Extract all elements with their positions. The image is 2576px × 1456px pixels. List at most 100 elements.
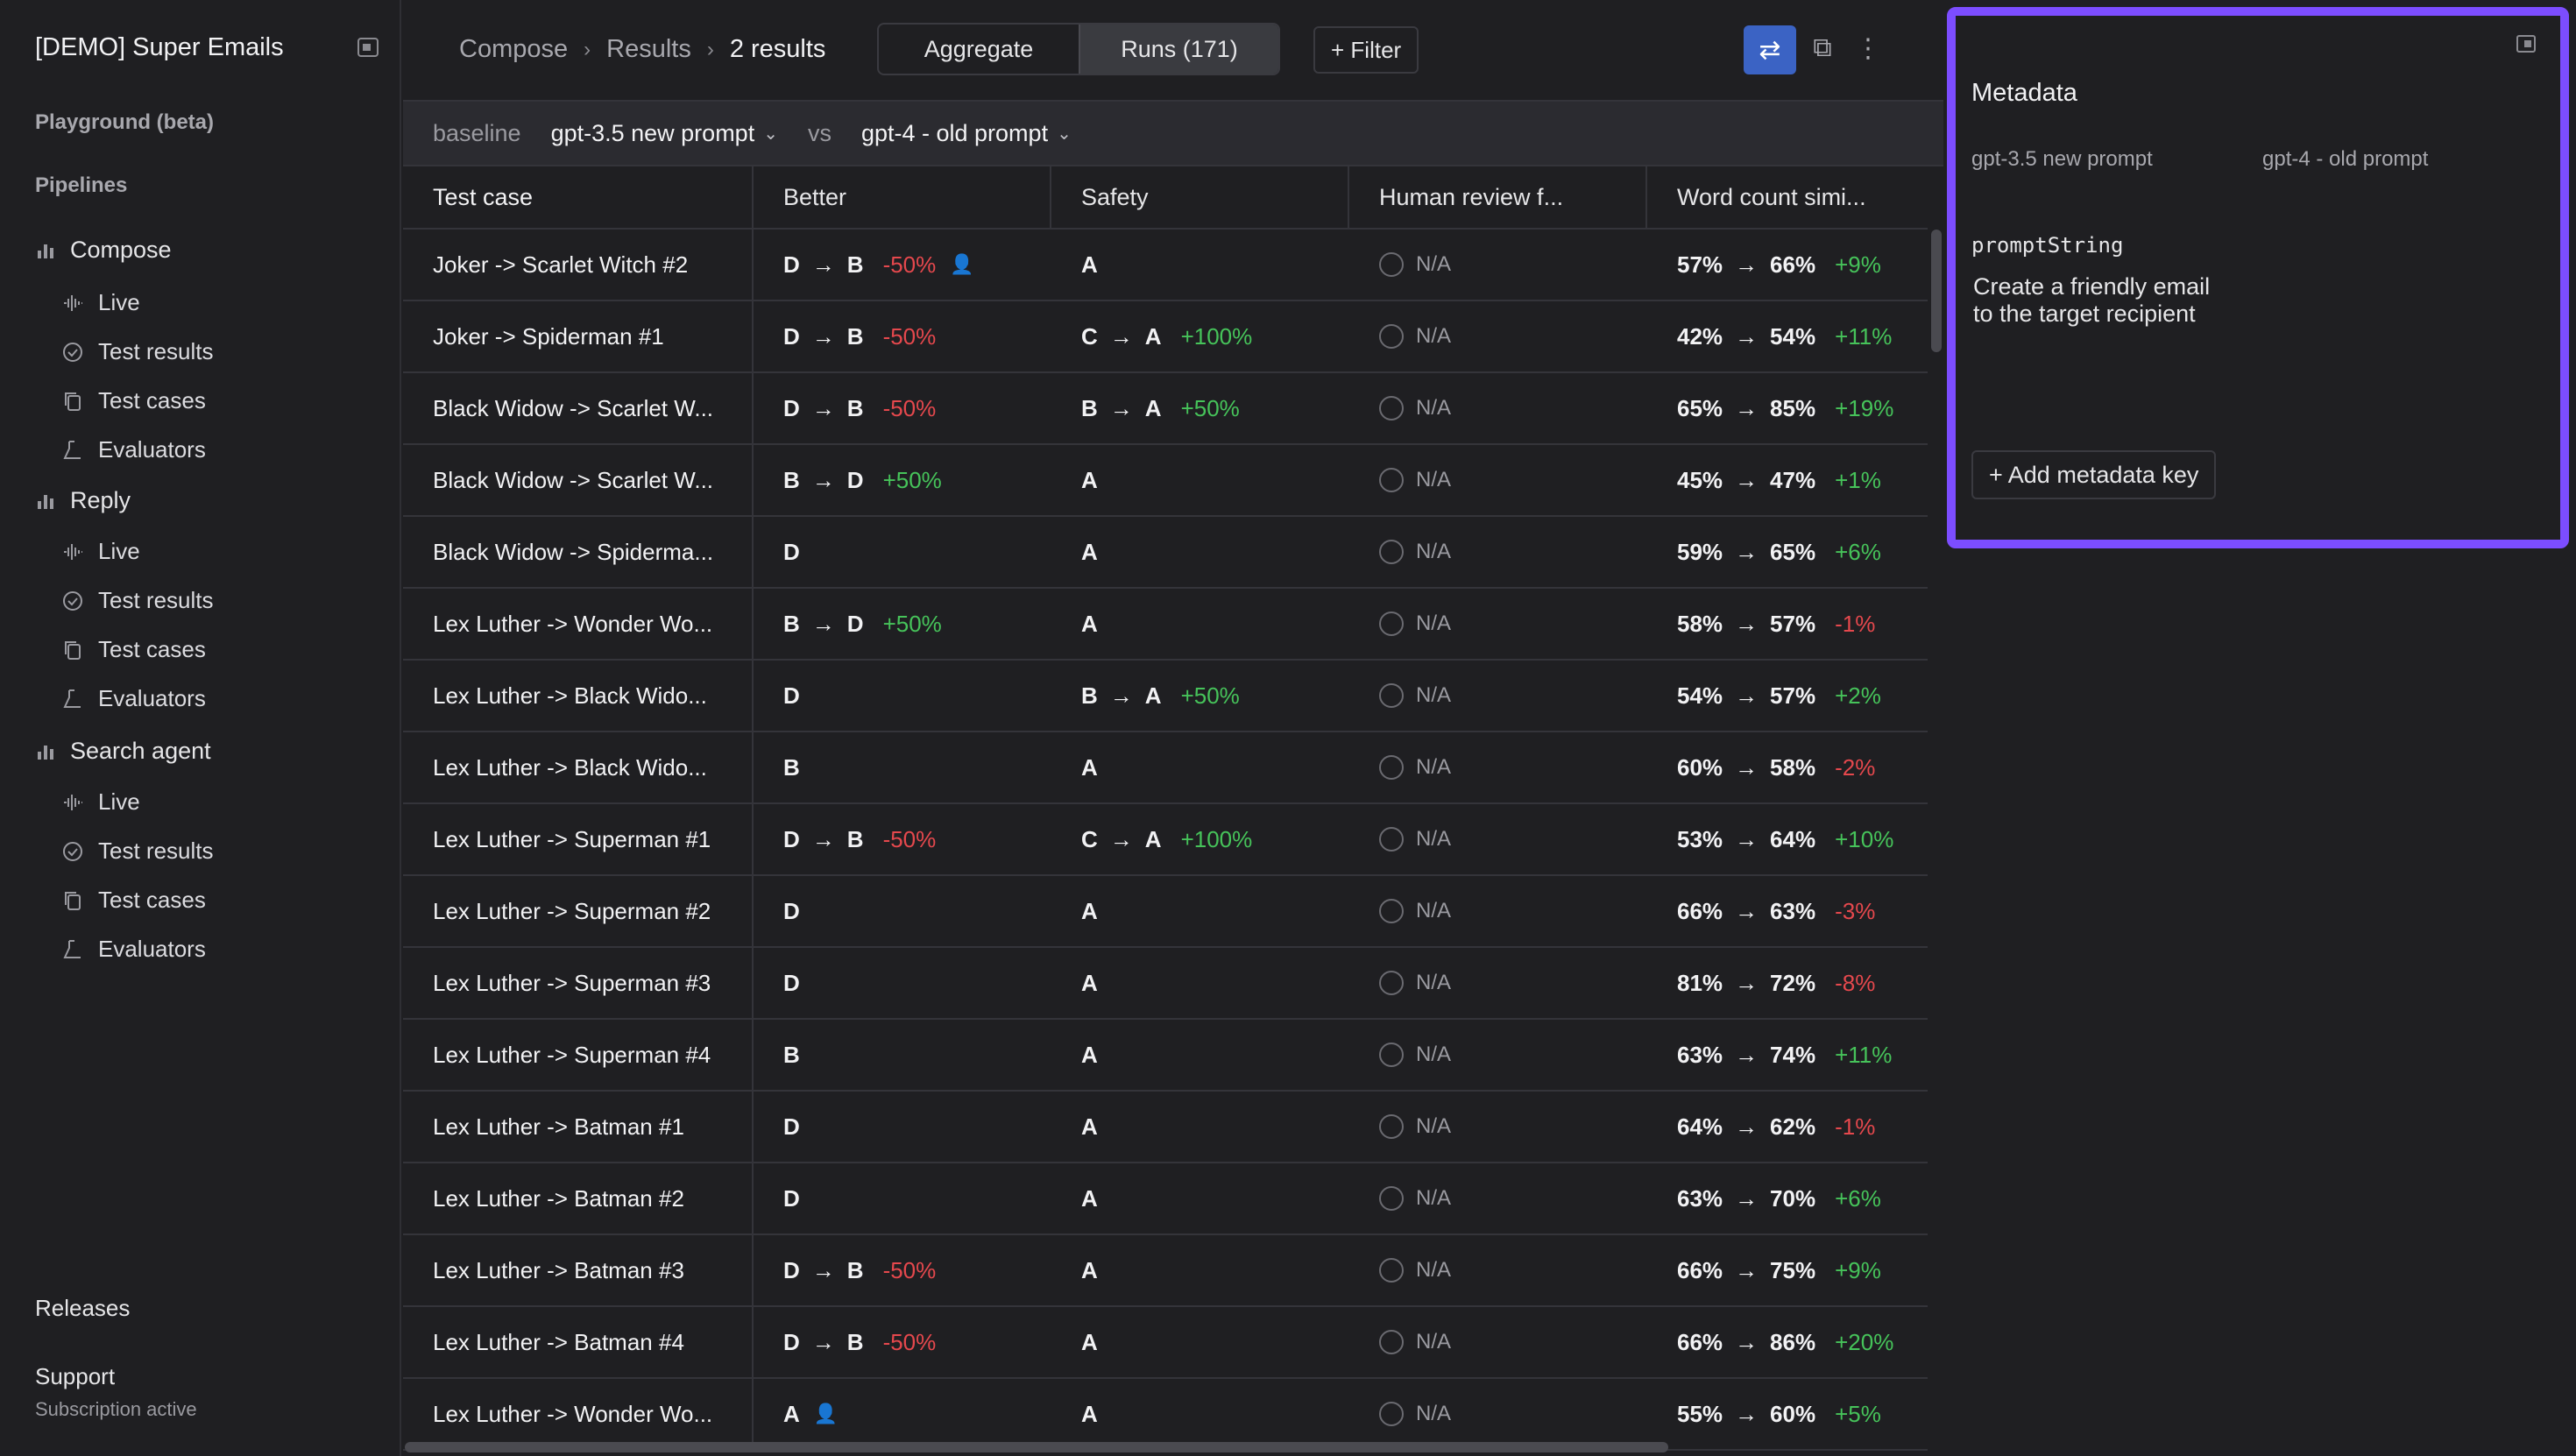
sidebar-item-compose-live[interactable]: Live xyxy=(61,289,140,316)
horizontal-scrollbar[interactable] xyxy=(405,1442,1668,1452)
sidebar-item-search-agent-test-results[interactable]: Test results xyxy=(61,838,214,865)
test-case-name[interactable]: Lex Luther -> Batman #3 xyxy=(403,1235,754,1305)
review-radio[interactable] xyxy=(1379,827,1404,852)
review-radio[interactable] xyxy=(1379,1330,1404,1354)
word-count-baseline: 66% xyxy=(1677,897,1723,924)
sidebar-item-reply-test-cases[interactable]: Test cases xyxy=(61,636,206,663)
review-radio[interactable] xyxy=(1379,899,1404,923)
compare-run-select[interactable]: gpt-4 - old prompt ⌄ xyxy=(861,120,1072,147)
table-row[interactable]: Lex Luther -> Superman #4 B A N/A 63% → 74% +11… xyxy=(403,1020,1928,1092)
pipeline-reply[interactable]: Reply xyxy=(35,487,131,514)
word-count-compare: 86% xyxy=(1770,1328,1816,1355)
nav-releases[interactable]: Releases xyxy=(35,1295,131,1321)
more-options-icon[interactable]: ⋮ xyxy=(1855,34,1881,63)
swap-compare-icon[interactable]: ⇄ xyxy=(1744,25,1796,74)
sidebar-item-search-agent-evaluators[interactable]: Evaluators xyxy=(61,936,206,963)
sidebar-item-label: Evaluators xyxy=(98,685,206,711)
test-case-name[interactable]: Lex Luther -> Batman #4 xyxy=(403,1307,754,1377)
review-radio[interactable] xyxy=(1379,1402,1404,1426)
table-row[interactable]: Lex Luther -> Batman #1 D A N/A 64% → 62% -1% xyxy=(403,1092,1928,1163)
nav-playground[interactable]: Playground (beta) xyxy=(35,110,215,134)
sidebar-item-search-agent-live[interactable]: Live xyxy=(61,788,140,816)
test-case-name[interactable]: Lex Luther -> Superman #1 xyxy=(403,804,754,874)
table-row[interactable]: Lex Luther -> Batman #3 D → B -50% A N/A 66% → 75… xyxy=(403,1235,1928,1307)
table-row[interactable]: Joker -> Spiderman #1 D → B -50% C → A +100% N/A 4… xyxy=(403,301,1928,373)
collapse-sidebar-icon[interactable] xyxy=(357,38,379,57)
table-row[interactable]: Lex Luther -> Wonder Wo... A 👤 A N/A 55% → 60% +… xyxy=(403,1379,1928,1451)
table-row[interactable]: Lex Luther -> Black Wido... D B → A +50% N/A 54… xyxy=(403,661,1928,732)
review-radio[interactable] xyxy=(1379,1043,1404,1067)
test-case-name[interactable]: Lex Luther -> Black Wido... xyxy=(403,661,754,731)
test-case-name[interactable]: Lex Luther -> Black Wido... xyxy=(403,732,754,802)
sidebar-item-compose-test-cases[interactable]: Test cases xyxy=(61,387,206,414)
table-row[interactable]: Lex Luther -> Batman #2 D A N/A 63% → 70% +6% xyxy=(403,1163,1928,1235)
table-row[interactable]: Lex Luther -> Wonder Wo... B → D +50% A N/A 58%… xyxy=(403,589,1928,661)
review-radio[interactable] xyxy=(1379,611,1404,636)
copy-icon[interactable]: ⧉ xyxy=(1813,33,1832,62)
review-radio[interactable] xyxy=(1379,396,1404,421)
sidebar-item-compose-test-results[interactable]: Test results xyxy=(61,338,214,365)
test-case-name[interactable]: Lex Luther -> Wonder Wo... xyxy=(403,1379,754,1449)
app-title[interactable]: [DEMO] Super Emails xyxy=(35,33,284,61)
test-case-name[interactable]: Lex Luther -> Batman #1 xyxy=(403,1092,754,1162)
tab-aggregate[interactable]: Aggregate xyxy=(924,35,1034,62)
table-row[interactable]: Black Widow -> Scarlet W... D → B -50% B → A +50… xyxy=(403,373,1928,445)
table-row[interactable]: Lex Luther -> Batman #4 D → B -50% A N/A 66% → 86… xyxy=(403,1307,1928,1379)
tab-runs[interactable]: Runs (171) xyxy=(1079,25,1278,74)
review-radio[interactable] xyxy=(1379,971,1404,995)
review-radio[interactable] xyxy=(1379,1114,1404,1139)
review-radio[interactable] xyxy=(1379,468,1404,492)
sidebar-item-reply-test-results[interactable]: Test results xyxy=(61,587,214,614)
test-case-name[interactable]: Joker -> Scarlet Witch #2 xyxy=(403,230,754,300)
test-case-name[interactable]: Black Widow -> Scarlet W... xyxy=(403,445,754,515)
review-radio[interactable] xyxy=(1379,1186,1404,1211)
better-cell: D xyxy=(754,1092,1051,1162)
subscription-status: Subscription active xyxy=(35,1398,197,1420)
human-review-value: N/A xyxy=(1416,540,1452,563)
table-row[interactable]: Lex Luther -> Black Wido... B A N/A 60% → 58% -… xyxy=(403,732,1928,804)
grade-baseline: D xyxy=(783,1113,800,1140)
test-case-name[interactable]: Lex Luther -> Superman #3 xyxy=(403,948,754,1018)
column-header-word-count[interactable]: Word count simi... xyxy=(1677,183,1866,210)
add-filter-button[interactable]: + Filter xyxy=(1313,26,1419,74)
table-row[interactable]: Lex Luther -> Superman #3 D A N/A 81% → 72% -8% xyxy=(403,948,1928,1020)
review-radio[interactable] xyxy=(1379,252,1404,277)
column-header-safety[interactable]: Safety xyxy=(1051,166,1349,228)
baseline-run-select[interactable]: gpt-3.5 new prompt ⌄ xyxy=(551,120,778,147)
test-case-name[interactable]: Black Widow -> Spiderma... xyxy=(403,517,754,587)
sidebar-item-reply-evaluators[interactable]: Evaluators xyxy=(61,685,206,712)
table-row[interactable]: Lex Luther -> Superman #1 D → B -50% C → A +100%… xyxy=(403,804,1928,876)
table-row[interactable]: Black Widow -> Scarlet W... B → D +50% A N/A 45… xyxy=(403,445,1928,517)
review-radio[interactable] xyxy=(1379,324,1404,349)
test-case-name[interactable]: Black Widow -> Scarlet W... xyxy=(403,373,754,443)
sidebar-item-search-agent-test-cases[interactable]: Test cases xyxy=(61,887,206,914)
review-radio[interactable] xyxy=(1379,683,1404,708)
word-count-compare: 65% xyxy=(1770,538,1816,565)
pipeline-compose[interactable]: Compose xyxy=(35,237,172,264)
breadcrumb-results[interactable]: Results xyxy=(606,35,691,63)
table-row[interactable]: Lex Luther -> Superman #2 D A N/A 66% → 63% -3% xyxy=(403,876,1928,948)
review-radio[interactable] xyxy=(1379,1258,1404,1283)
arrow-right-icon: → xyxy=(1735,753,1759,781)
column-header-human-review[interactable]: Human review f... xyxy=(1349,166,1647,228)
vertical-scrollbar[interactable] xyxy=(1931,230,1942,352)
review-radio[interactable] xyxy=(1379,540,1404,564)
test-case-name[interactable]: Lex Luther -> Superman #2 xyxy=(403,876,754,946)
pipeline-search-agent[interactable]: Search agent xyxy=(35,738,211,765)
add-metadata-key-button[interactable]: + Add metadata key xyxy=(1971,450,2217,499)
sidebar-item-reply-live[interactable]: Live xyxy=(61,538,140,565)
test-case-name[interactable]: Joker -> Spiderman #1 xyxy=(403,301,754,371)
nav-support[interactable]: Support xyxy=(35,1363,116,1389)
breadcrumb-compose[interactable]: Compose xyxy=(459,35,569,63)
review-radio[interactable] xyxy=(1379,755,1404,780)
human-review-cell: N/A xyxy=(1349,1163,1647,1233)
sidebar-item-compose-evaluators[interactable]: Evaluators xyxy=(61,436,206,463)
test-case-name[interactable]: Lex Luther -> Wonder Wo... xyxy=(403,589,754,659)
table-row[interactable]: Black Widow -> Spiderma... D A N/A 59% → 65% +6… xyxy=(403,517,1928,589)
column-header-test-case[interactable]: Test case xyxy=(403,166,754,228)
close-panel-icon[interactable] xyxy=(2516,35,2536,53)
test-case-name[interactable]: Lex Luther -> Batman #2 xyxy=(403,1163,754,1233)
table-row[interactable]: Joker -> Scarlet Witch #2 D → B -50% 👤 A N/A 57%… xyxy=(403,230,1928,301)
test-case-name[interactable]: Lex Luther -> Superman #4 xyxy=(403,1020,754,1090)
column-header-better[interactable]: Better xyxy=(754,166,1051,228)
